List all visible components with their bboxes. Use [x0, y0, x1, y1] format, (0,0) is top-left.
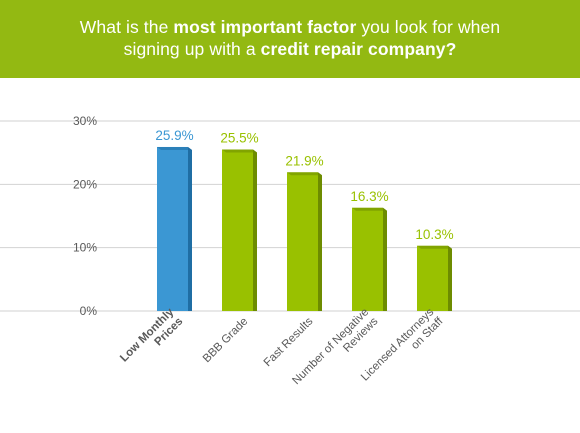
title-emphasis: credit repair company?: [260, 39, 457, 59]
y-tick-label: 30%: [73, 114, 97, 128]
chart-header: What is the most important factor you lo…: [0, 0, 580, 78]
bar: [287, 172, 318, 311]
x-tick-text: BBB Grade: [201, 315, 251, 365]
title-text: you look for when: [356, 17, 501, 37]
bar-side: [318, 172, 322, 311]
data-label: 16.3%: [350, 189, 388, 204]
bar-side: [448, 245, 452, 311]
bar-top: [352, 207, 387, 211]
x-tick-text: Low MonthlyPrices: [118, 306, 186, 374]
title-emphasis: most important factor: [173, 17, 357, 37]
bar: [417, 245, 448, 311]
bar-chart: 0% 10% 20% 30% 25.9% Low MonthlyPrices 25.5% BB…: [0, 114, 580, 387]
title-text: What is the: [79, 17, 174, 37]
data-label: 21.9%: [285, 153, 323, 168]
y-tick-label: 10%: [73, 241, 97, 255]
bar-side: [383, 207, 387, 311]
bar-top: [157, 146, 192, 150]
title-line-1: What is the most important factor you lo…: [0, 16, 580, 38]
bar: [352, 207, 383, 311]
bar-top: [287, 172, 322, 176]
chart-title: What is the most important factor you lo…: [0, 16, 580, 60]
bar: [222, 149, 253, 311]
bar-side: [188, 146, 192, 311]
bar-top: [222, 149, 257, 153]
data-label: 25.5%: [220, 131, 258, 146]
y-tick-label: 0%: [80, 304, 98, 318]
title-line-2: signing up with a credit repair company?: [0, 38, 580, 60]
bar: [157, 146, 188, 311]
title-text: signing up with a: [123, 39, 261, 59]
data-label: 25.9%: [155, 128, 193, 143]
x-tick-line: BBB Grade: [201, 315, 251, 365]
x-tick-label: Low MonthlyPrices: [118, 306, 186, 374]
data-label: 10.3%: [415, 227, 453, 242]
bar-side: [253, 149, 257, 311]
bar-top: [417, 245, 452, 249]
y-tick-label: 20%: [73, 177, 97, 191]
x-tick-label: BBB Grade: [201, 315, 251, 365]
